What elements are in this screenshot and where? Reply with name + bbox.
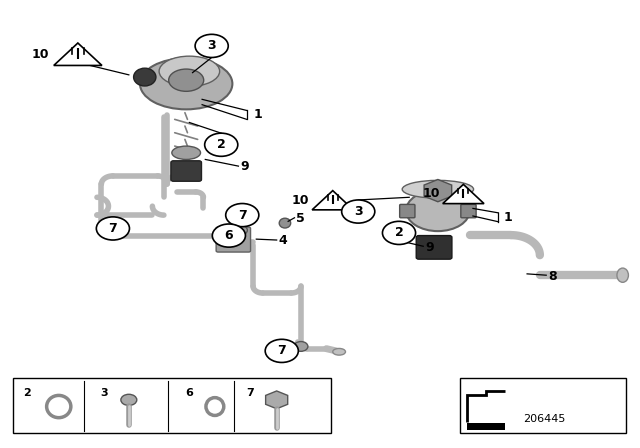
Text: 5: 5 bbox=[296, 212, 305, 225]
Circle shape bbox=[383, 221, 415, 245]
Circle shape bbox=[342, 200, 375, 223]
Text: 1: 1 bbox=[504, 211, 512, 224]
Text: 2: 2 bbox=[23, 388, 31, 398]
Ellipse shape bbox=[172, 146, 200, 159]
Text: 9: 9 bbox=[241, 159, 249, 172]
Polygon shape bbox=[312, 190, 353, 210]
FancyBboxPatch shape bbox=[461, 204, 476, 218]
Text: 7: 7 bbox=[277, 345, 286, 358]
FancyBboxPatch shape bbox=[467, 422, 505, 430]
Text: 2: 2 bbox=[395, 226, 403, 239]
Text: 3: 3 bbox=[101, 388, 108, 398]
FancyBboxPatch shape bbox=[13, 378, 332, 433]
Text: 3: 3 bbox=[354, 205, 362, 218]
Text: 2: 2 bbox=[217, 138, 226, 151]
FancyBboxPatch shape bbox=[399, 204, 415, 218]
FancyBboxPatch shape bbox=[460, 378, 626, 433]
Text: 10: 10 bbox=[31, 48, 49, 61]
FancyBboxPatch shape bbox=[171, 161, 202, 181]
Text: 7: 7 bbox=[109, 222, 117, 235]
Ellipse shape bbox=[105, 223, 120, 234]
Circle shape bbox=[97, 217, 129, 240]
Polygon shape bbox=[443, 185, 484, 203]
Circle shape bbox=[212, 224, 246, 247]
Ellipse shape bbox=[169, 69, 204, 91]
Ellipse shape bbox=[159, 56, 220, 86]
Ellipse shape bbox=[402, 181, 474, 198]
Circle shape bbox=[226, 203, 259, 227]
Ellipse shape bbox=[406, 190, 470, 231]
Ellipse shape bbox=[333, 349, 346, 355]
Text: 206445: 206445 bbox=[523, 414, 566, 424]
Text: 10: 10 bbox=[422, 188, 440, 201]
FancyBboxPatch shape bbox=[216, 227, 250, 252]
Ellipse shape bbox=[617, 268, 628, 282]
Ellipse shape bbox=[279, 218, 291, 228]
Text: 7: 7 bbox=[246, 388, 254, 398]
Text: 7: 7 bbox=[238, 209, 246, 222]
Text: 8: 8 bbox=[548, 270, 557, 283]
Circle shape bbox=[195, 34, 228, 57]
Text: 6: 6 bbox=[225, 229, 233, 242]
Text: 4: 4 bbox=[278, 234, 287, 247]
Ellipse shape bbox=[140, 58, 232, 109]
Text: 6: 6 bbox=[186, 388, 193, 398]
Circle shape bbox=[265, 339, 298, 362]
Text: 9: 9 bbox=[425, 241, 434, 254]
Ellipse shape bbox=[121, 394, 137, 405]
Text: 10: 10 bbox=[292, 194, 309, 207]
Circle shape bbox=[205, 133, 238, 156]
Text: 1: 1 bbox=[253, 108, 262, 121]
Text: 3: 3 bbox=[207, 39, 216, 52]
Ellipse shape bbox=[134, 68, 156, 86]
FancyBboxPatch shape bbox=[416, 236, 452, 259]
Ellipse shape bbox=[294, 341, 308, 351]
Polygon shape bbox=[54, 43, 102, 65]
Ellipse shape bbox=[234, 225, 247, 235]
